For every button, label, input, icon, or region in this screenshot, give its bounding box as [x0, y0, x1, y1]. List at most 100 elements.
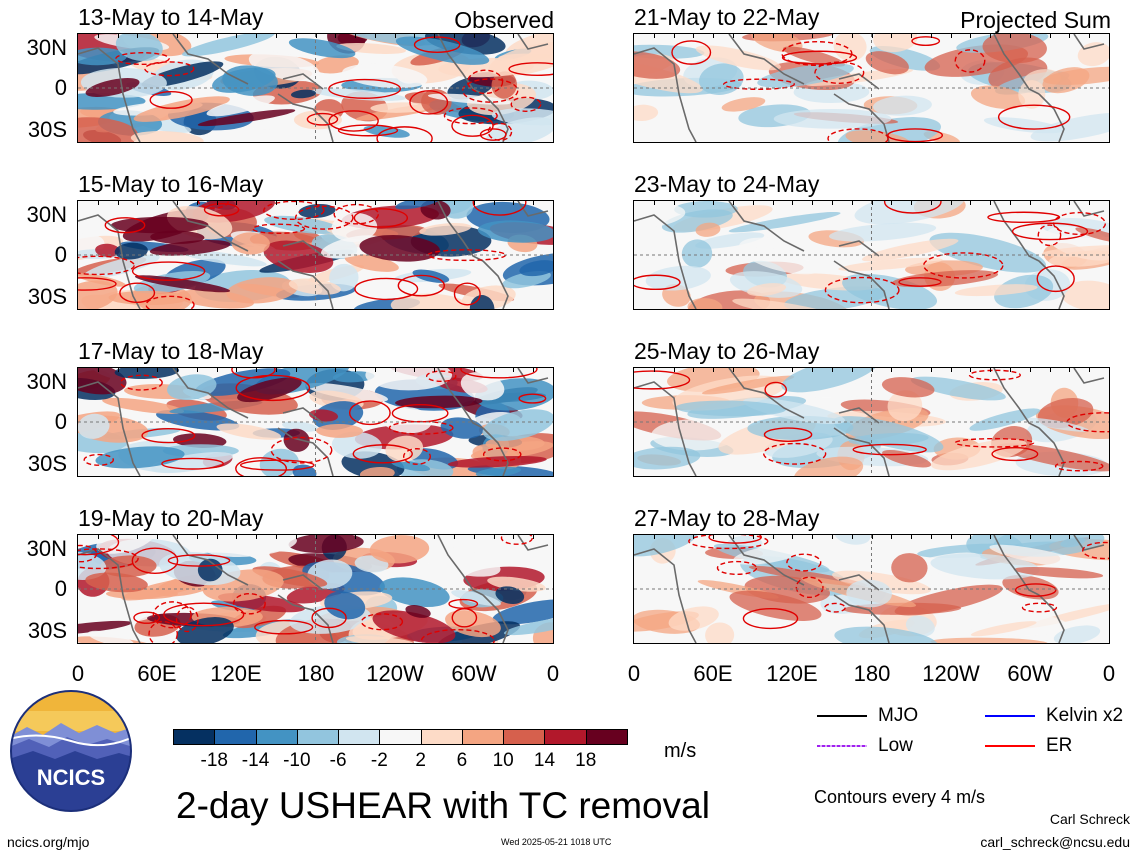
er-contour — [518, 393, 547, 404]
er-contour — [634, 370, 691, 390]
axis-tick — [812, 201, 814, 205]
axis-tick — [792, 201, 794, 205]
lat-label-eq: 0 — [54, 242, 67, 267]
shear-field — [78, 34, 553, 142]
axis-tick — [236, 535, 238, 539]
axis-tick — [513, 34, 515, 38]
lon-label: 0 — [71, 661, 85, 686]
logo-text: NCICS — [37, 765, 105, 790]
axis-tick — [473, 34, 475, 38]
er-contour — [482, 447, 522, 462]
axis-tick — [394, 535, 396, 539]
map-panel-7 — [633, 367, 1110, 477]
er-contour — [786, 553, 822, 572]
er-contour — [231, 368, 276, 379]
panel-tag-projected: Projected Sum — [960, 7, 1111, 33]
axis-tick — [196, 201, 198, 205]
lat-label-eq: 0 — [54, 576, 67, 601]
axis-tick — [335, 201, 337, 205]
axis-tick — [97, 201, 99, 205]
axis-tick — [434, 368, 436, 372]
lat-label-eq: 0 — [54, 75, 67, 100]
axis-tick — [374, 34, 376, 38]
axis-tick — [157, 368, 159, 372]
axis-tick — [792, 535, 794, 539]
er-contour — [360, 613, 404, 631]
axis-tick — [216, 535, 218, 539]
axis-tick — [772, 34, 774, 38]
er-contour — [968, 369, 1021, 381]
panel-tag-observed: Observed — [454, 7, 554, 33]
er-contour — [827, 128, 889, 142]
er-contour — [115, 52, 170, 66]
er-contour — [763, 442, 827, 465]
axis-tick — [990, 368, 992, 372]
axis-tick — [117, 34, 119, 38]
axis-tick — [196, 34, 198, 38]
axis-tick — [137, 535, 139, 539]
shear-field — [634, 201, 1109, 309]
lon-label: 0 — [627, 661, 641, 686]
axis-tick — [970, 368, 972, 372]
er-contour — [354, 277, 419, 301]
er-contour — [78, 255, 135, 276]
er-contour — [467, 69, 504, 95]
coastline — [634, 535, 1105, 643]
axis-tick — [157, 34, 159, 38]
er-contour — [78, 548, 139, 570]
er-contour — [328, 110, 379, 132]
coastline — [634, 368, 1105, 476]
er-contour — [443, 107, 498, 125]
er-contour — [328, 78, 402, 99]
lat-label-30s: 30S — [27, 284, 67, 309]
er-contour — [722, 78, 795, 90]
er-contour — [353, 208, 409, 228]
axis-tick — [374, 201, 376, 205]
colorbar-tick-label: 2 — [415, 750, 426, 771]
er-contour — [1037, 224, 1062, 247]
er-contour — [742, 608, 799, 630]
axis-tick — [1089, 201, 1091, 205]
axis-tick — [1029, 34, 1031, 38]
axis-tick — [930, 34, 932, 38]
axis-tick — [812, 535, 814, 539]
coastline — [78, 368, 549, 476]
er-contour — [500, 535, 533, 545]
axis-tick — [752, 201, 754, 205]
er-contour — [306, 112, 339, 126]
axis-tick — [851, 34, 853, 38]
er-contour — [131, 261, 206, 281]
axis-tick — [493, 368, 495, 372]
axis-tick — [693, 34, 695, 38]
colorbar-tick-label: 10 — [492, 750, 514, 771]
er-contour — [1014, 583, 1057, 597]
lat-label-30s: 30S — [27, 451, 67, 476]
coastline — [634, 201, 1105, 309]
axis-tick — [653, 34, 655, 38]
lat-label-30n: 30N — [26, 369, 67, 394]
axis-tick — [871, 34, 873, 38]
axis-tick — [831, 34, 833, 38]
er-contour — [270, 436, 333, 464]
axis-tick — [891, 201, 893, 205]
axis-tick — [176, 368, 178, 372]
axis-tick — [315, 535, 317, 539]
legend-label-er: ER — [1046, 735, 1073, 756]
axis-tick — [990, 535, 992, 539]
lon-label: 120E — [766, 661, 818, 686]
er-contour — [887, 128, 944, 142]
er-contour — [133, 611, 161, 624]
axis-tick — [394, 368, 396, 372]
axis-tick — [275, 201, 277, 205]
er-contour — [824, 602, 846, 613]
footer-site: ncics.org/mjo — [7, 834, 90, 850]
axis-tick — [831, 368, 833, 372]
colorbar — [173, 729, 628, 745]
axis-tick — [990, 34, 992, 38]
axis-tick — [493, 34, 495, 38]
axis-tick — [355, 368, 357, 372]
axis-tick — [117, 368, 119, 372]
axis-tick — [256, 34, 258, 38]
axis-tick — [772, 201, 774, 205]
axis-tick — [315, 34, 317, 38]
